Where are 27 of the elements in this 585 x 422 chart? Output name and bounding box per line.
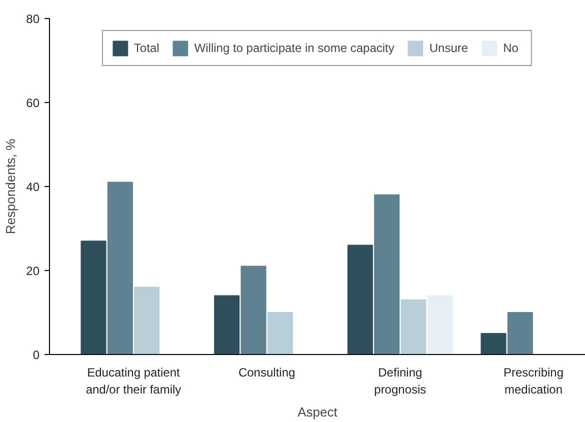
bar — [80, 240, 106, 354]
x-tick-label: Educating patient and/or their family — [86, 366, 182, 396]
y-tick-label: 80 — [26, 12, 40, 26]
bar — [347, 244, 373, 354]
bar — [240, 266, 266, 354]
x-axis-title: Aspect — [298, 404, 338, 420]
bar — [134, 286, 160, 354]
bar — [267, 312, 293, 354]
bar — [507, 312, 533, 354]
y-tick-label: 60 — [26, 96, 40, 110]
x-tick-label: Prescribing medication — [503, 366, 564, 396]
legend-label: Willing to participate in some capacity — [194, 41, 394, 55]
legend-label: No — [503, 41, 520, 55]
legend-label: Total — [134, 41, 160, 55]
y-tick-label: 0 — [32, 348, 40, 362]
bar — [374, 194, 400, 354]
y-axis-title: Respondents, % — [3, 138, 18, 234]
bar — [107, 182, 133, 354]
bar — [214, 295, 240, 354]
bar — [480, 333, 506, 354]
y-tick-label: 40 — [26, 180, 40, 194]
legend-label: Unsure — [429, 41, 468, 55]
y-tick-label: 20 — [26, 264, 40, 278]
x-tick-label: Consulting — [238, 366, 296, 380]
bar — [427, 295, 453, 354]
bar — [400, 299, 426, 354]
x-tick-label: Defining prognosis — [374, 366, 426, 396]
